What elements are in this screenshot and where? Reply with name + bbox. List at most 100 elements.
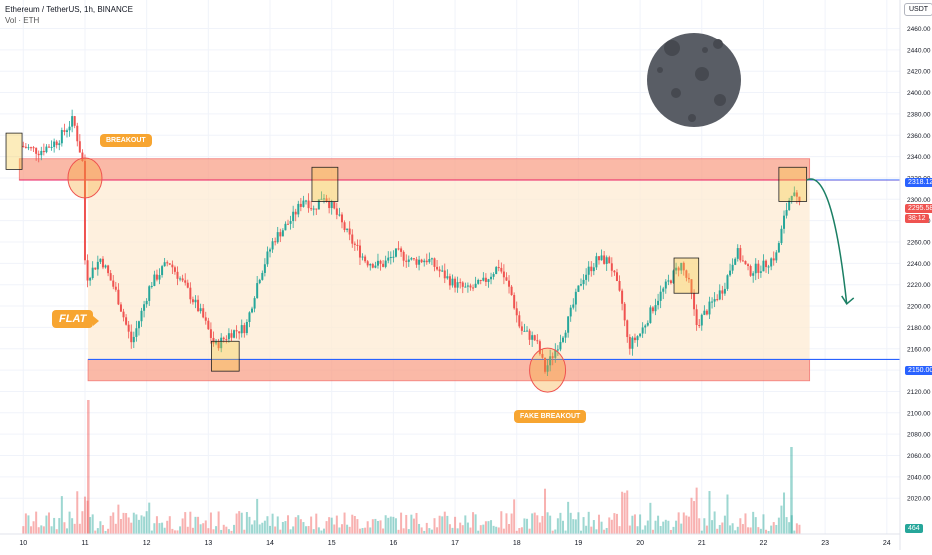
volume-bar <box>140 515 143 534</box>
candle-body <box>623 303 626 321</box>
time-tick-label: 17 <box>451 540 459 547</box>
candle-body <box>122 311 125 318</box>
volume-bar <box>618 526 621 534</box>
candle-body <box>441 270 444 272</box>
candle-body <box>554 350 557 358</box>
volume-bar <box>346 524 349 534</box>
volume-bar <box>256 498 259 534</box>
marked-box <box>673 257 700 294</box>
volume-bar <box>459 522 462 534</box>
price-tick-label: 2440.00 <box>907 47 931 54</box>
candle-body <box>767 266 770 268</box>
volume-bar <box>135 514 138 534</box>
volume-bar <box>407 529 410 534</box>
breakout-label: BREAKOUT <box>100 134 152 147</box>
volume-bar <box>716 528 719 534</box>
candle-body <box>551 356 554 358</box>
candle-body <box>757 263 760 273</box>
candle-body <box>798 196 801 203</box>
volume-bar-spike <box>790 447 793 534</box>
candle-body <box>274 241 277 243</box>
candle-body <box>510 286 513 296</box>
volume-bar <box>32 521 35 534</box>
volume-bar <box>479 525 482 534</box>
candle-body <box>669 280 672 284</box>
candle-body <box>400 248 403 252</box>
volume-bar <box>451 527 454 534</box>
candle-body <box>212 337 215 344</box>
candle-body <box>793 192 796 196</box>
candle-body <box>595 256 598 268</box>
candle-body <box>461 282 464 287</box>
candle-body <box>508 280 511 287</box>
volume-bar <box>287 515 290 534</box>
candle-body <box>544 357 547 372</box>
candle-body <box>369 264 372 266</box>
marked-box <box>778 166 808 202</box>
candle-body <box>86 260 89 281</box>
time-axis[interactable]: 10 11 12 13 14 15 16 17 18 19 20 21 22 23 24 <box>0 533 900 547</box>
volume-bar <box>415 512 418 534</box>
candle-body <box>700 314 703 326</box>
currency-button[interactable]: USDT <box>904 3 932 16</box>
candle-body <box>37 153 40 156</box>
volume-bar <box>564 530 567 534</box>
volume-bar <box>572 519 575 534</box>
volume-bar <box>81 511 84 534</box>
volume-bar <box>320 530 323 534</box>
candle-body <box>148 286 151 301</box>
candle-body <box>518 315 521 327</box>
candle-body <box>744 260 747 265</box>
volume-bar <box>628 525 631 534</box>
volume-bar <box>448 524 451 534</box>
candle-body <box>536 340 539 342</box>
candle-body <box>721 290 724 294</box>
candle-body <box>312 208 315 210</box>
volume-bar <box>582 517 585 534</box>
projection-curve[interactable] <box>806 178 848 304</box>
candle-body <box>759 271 762 273</box>
candle-body <box>353 243 356 245</box>
candle-body <box>230 333 233 338</box>
chart-title: Ethereum / TetherUS, 1h, BINANCE <box>5 5 133 14</box>
support-price-badge: 2150.00 <box>905 366 932 375</box>
candle-body <box>333 202 336 209</box>
candle-body <box>736 248 739 259</box>
candle-body <box>490 276 493 280</box>
candle-body <box>258 279 261 284</box>
candle-body <box>788 200 791 211</box>
candle-body <box>762 260 765 272</box>
volume-bar <box>107 528 110 534</box>
projection-arrowhead[interactable] <box>841 295 855 306</box>
volume-bar <box>693 501 696 534</box>
candle-body <box>549 356 552 366</box>
candle-body <box>73 116 76 126</box>
candle-body <box>484 277 487 282</box>
volume-bar <box>621 491 624 534</box>
candle-body <box>677 267 680 271</box>
candle-body <box>194 299 197 303</box>
candle-body <box>513 295 516 309</box>
candle-body <box>425 260 428 263</box>
volume-bar <box>569 512 572 534</box>
candle-body <box>526 330 529 332</box>
volume-bar <box>649 502 652 534</box>
projection-arrow[interactable] <box>806 178 855 306</box>
candle-body <box>597 256 600 261</box>
candle-body <box>63 130 66 132</box>
volume-bar <box>330 517 333 534</box>
volume-bar <box>633 514 636 534</box>
candle-body <box>209 329 212 338</box>
volume-bar <box>343 512 346 534</box>
volume-bar <box>317 527 320 534</box>
volume-bar <box>322 528 325 534</box>
volume-bar <box>310 516 313 534</box>
price-tick-label: 2340.00 <box>907 154 931 161</box>
candle-body <box>569 307 572 317</box>
candle-body <box>204 317 207 321</box>
volume-bar <box>312 529 315 534</box>
candle-body <box>266 251 269 265</box>
candle-body <box>741 260 744 262</box>
